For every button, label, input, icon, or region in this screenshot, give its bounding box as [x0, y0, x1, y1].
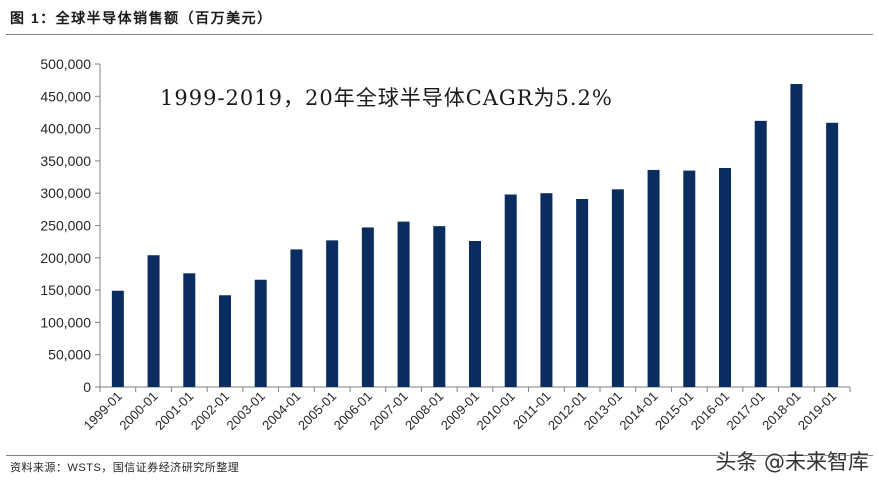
bar-2013-01	[611, 189, 624, 387]
y-tick-label: 450,000	[40, 88, 91, 104]
y-tick-label: 350,000	[40, 153, 91, 169]
bar-1999-01	[111, 290, 124, 387]
bar-series	[111, 84, 839, 388]
bar-2016-01	[719, 168, 731, 387]
y-tick-label: 500,000	[40, 56, 91, 72]
x-axis-tick-labels: 1999-012000-012001-012002-012003-012004-…	[81, 389, 840, 433]
x-tick-label: 2009-01	[438, 389, 482, 433]
y-tick-label: 100,000	[40, 314, 91, 330]
x-tick-label: 2000-01	[116, 389, 160, 433]
source-divider	[6, 455, 873, 456]
x-tick-label: 2012-01	[545, 389, 589, 433]
x-tick-label: 2006-01	[331, 389, 375, 433]
watermark-text: 头条 @未来智库	[715, 450, 869, 474]
y-tick-label: 300,000	[40, 185, 91, 201]
x-tick-label: 2007-01	[366, 389, 410, 433]
bar-2000-01	[147, 255, 160, 387]
bar-2005-01	[326, 240, 339, 387]
bar-2011-01	[540, 193, 553, 387]
bar-2015-01	[683, 170, 696, 387]
x-tick-label: 2016-01	[688, 389, 732, 433]
bar-2007-01	[397, 221, 410, 387]
bar-2009-01	[469, 241, 481, 387]
bar-2017-01	[754, 120, 767, 388]
y-tick-label: 150,000	[40, 282, 91, 298]
x-tick-label: 2001-01	[152, 389, 196, 433]
bar-2019-01	[826, 122, 839, 387]
x-tick-label: 1999-01	[81, 389, 125, 433]
bar-2010-01	[504, 194, 517, 387]
chart-annotation: 1999-2019，20年全球半导体CAGR为5.2%	[160, 86, 613, 110]
y-tick-label: 400,000	[40, 121, 91, 137]
x-tick-label: 2019-01	[795, 389, 839, 433]
x-tick-label: 2003-01	[223, 389, 267, 433]
y-tick-label: 0	[83, 379, 91, 395]
bar-2004-01	[290, 249, 303, 387]
x-tick-label: 2015-01	[652, 389, 696, 433]
x-tick-label: 2010-01	[473, 389, 517, 433]
bar-2002-01	[219, 295, 231, 387]
x-tick-label: 2014-01	[616, 389, 660, 433]
bar-2008-01	[433, 226, 446, 387]
source-note: 资料来源：WSTS，国信证券经济研究所整理	[10, 462, 240, 474]
y-axis-tick-labels: 0 50,000 100,000 150,000 200,000 250,000 300,0…	[40, 56, 91, 395]
x-tick-label: 2018-01	[759, 389, 803, 433]
x-tick-label: 2017-01	[723, 389, 767, 433]
y-tick-label: 50,000	[48, 347, 91, 363]
title-divider	[6, 34, 873, 35]
x-tick-label: 2005-01	[295, 389, 339, 433]
x-tick-label: 2002-01	[188, 389, 232, 433]
y-tick-label: 200,000	[40, 250, 91, 266]
bar-2018-01	[790, 84, 803, 387]
figure-title: 图 1：全球半导体销售额（百万美元）	[10, 10, 273, 26]
x-tick-label: 2004-01	[259, 389, 303, 433]
x-tick-label: 2013-01	[581, 389, 625, 433]
bar-2012-01	[576, 199, 589, 387]
x-tick-label: 2008-01	[402, 389, 446, 433]
bar-2006-01	[361, 227, 374, 387]
y-tick-label: 250,000	[40, 218, 91, 234]
bar-2001-01	[183, 273, 196, 387]
bar-2014-01	[647, 169, 660, 387]
bar-2003-01	[254, 279, 267, 387]
